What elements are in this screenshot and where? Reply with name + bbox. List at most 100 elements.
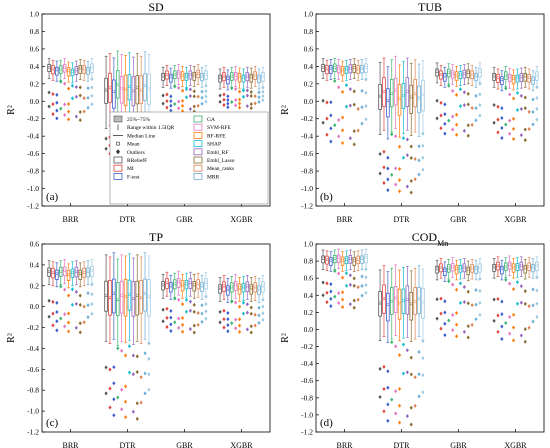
outlier-point xyxy=(123,384,128,389)
outlier-point xyxy=(511,96,516,101)
outlier-point xyxy=(169,103,173,108)
outlier-point xyxy=(378,152,382,157)
outlier-point xyxy=(535,301,539,306)
box-mean xyxy=(459,73,462,76)
outlier-point xyxy=(63,102,67,107)
outlier-point xyxy=(386,402,390,407)
box-mean xyxy=(196,282,200,285)
box-mean xyxy=(181,283,184,286)
outlier-point xyxy=(196,311,200,316)
box-mean xyxy=(386,303,390,306)
outlier-point xyxy=(447,318,451,323)
outlier-point xyxy=(386,369,390,374)
box-mean xyxy=(349,66,352,70)
outlier-point xyxy=(161,319,165,324)
outlier-point xyxy=(55,100,59,105)
box-mean xyxy=(421,300,425,304)
box-mean xyxy=(234,73,237,77)
box-mean xyxy=(321,66,325,69)
outlier-point xyxy=(74,94,78,99)
box-mean xyxy=(496,264,500,267)
outlier-point xyxy=(192,302,196,307)
outlier-point xyxy=(234,97,238,102)
box-iqr xyxy=(135,75,140,105)
outlier-point xyxy=(474,302,478,307)
outlier-point xyxy=(397,386,402,391)
outlier-point xyxy=(55,310,59,315)
outlier-point xyxy=(321,293,325,298)
box-mean xyxy=(439,265,443,269)
outlier-point xyxy=(66,329,71,334)
outlier-point xyxy=(458,104,463,109)
outlier-point xyxy=(112,413,116,418)
box-mean xyxy=(124,87,127,91)
outlier-point xyxy=(257,95,261,100)
outlier-point xyxy=(70,83,75,88)
y-tick-label: 0.2 xyxy=(304,308,314,317)
box-mean xyxy=(394,296,397,300)
box-iqr xyxy=(226,285,230,296)
outlier-point xyxy=(527,109,531,114)
outlier-point xyxy=(165,325,169,330)
outlier-point xyxy=(321,98,325,103)
y-tick-label: 0.8 xyxy=(304,27,314,36)
outlier-point xyxy=(218,309,222,314)
box-mean xyxy=(455,267,458,270)
outlier-point xyxy=(173,320,177,325)
outlier-point xyxy=(188,107,192,112)
outlier-point xyxy=(523,289,527,294)
box-mean xyxy=(349,257,352,260)
x-tick-label: BRR xyxy=(62,441,79,448)
outlier-point xyxy=(352,102,356,107)
outlier-point xyxy=(500,324,504,329)
outlier-point xyxy=(59,79,63,84)
box-mean xyxy=(364,66,368,69)
outlier-point xyxy=(447,279,451,284)
outlier-point xyxy=(382,165,386,170)
outlier-point xyxy=(474,317,478,322)
outlier-point xyxy=(397,403,402,408)
box-mean xyxy=(120,293,123,297)
y-tick-label: -0.6 xyxy=(301,149,313,158)
y-tick-label: 0.0 xyxy=(30,97,40,106)
outlier-point xyxy=(496,313,500,318)
legend-method-swatch xyxy=(193,156,203,164)
outlier-point xyxy=(196,322,200,327)
outlier-point xyxy=(447,118,451,123)
outlier-point xyxy=(177,85,181,90)
y-tick-label: 0.0 xyxy=(304,97,314,106)
outlier-point xyxy=(508,118,512,123)
box-mean xyxy=(516,265,519,268)
box-mean xyxy=(417,96,421,99)
outlier-point xyxy=(344,283,349,288)
outlier-point xyxy=(70,287,75,292)
outlier-point xyxy=(222,102,226,107)
outlier-point xyxy=(409,190,413,195)
legend-label: Range within 1.5IQR xyxy=(127,125,175,131)
legend-method-swatch xyxy=(193,172,203,180)
outlier-point xyxy=(496,130,500,135)
box-mean xyxy=(417,297,421,300)
outlier-point xyxy=(492,318,496,323)
box-mean xyxy=(531,78,535,81)
outlier-point xyxy=(108,405,112,410)
outlier-point xyxy=(531,122,535,127)
y-tick-label: 0.4 xyxy=(304,62,314,71)
legend-label: RReliefF xyxy=(127,157,147,164)
outlier-point xyxy=(511,116,516,121)
box-mean xyxy=(520,264,523,267)
box-mean xyxy=(200,74,204,78)
outlier-point xyxy=(127,370,132,375)
box-mean xyxy=(238,75,241,79)
box-mean xyxy=(447,71,450,74)
outlier-point xyxy=(66,86,71,91)
box-mean xyxy=(82,271,86,274)
outlier-point xyxy=(348,273,352,278)
outlier-point xyxy=(405,184,409,189)
box-mean xyxy=(508,75,511,79)
outlier-point xyxy=(500,126,504,131)
outlier-point xyxy=(401,136,406,141)
outlier-point xyxy=(340,140,345,145)
box-mean xyxy=(226,77,230,80)
box-mean xyxy=(321,257,325,260)
